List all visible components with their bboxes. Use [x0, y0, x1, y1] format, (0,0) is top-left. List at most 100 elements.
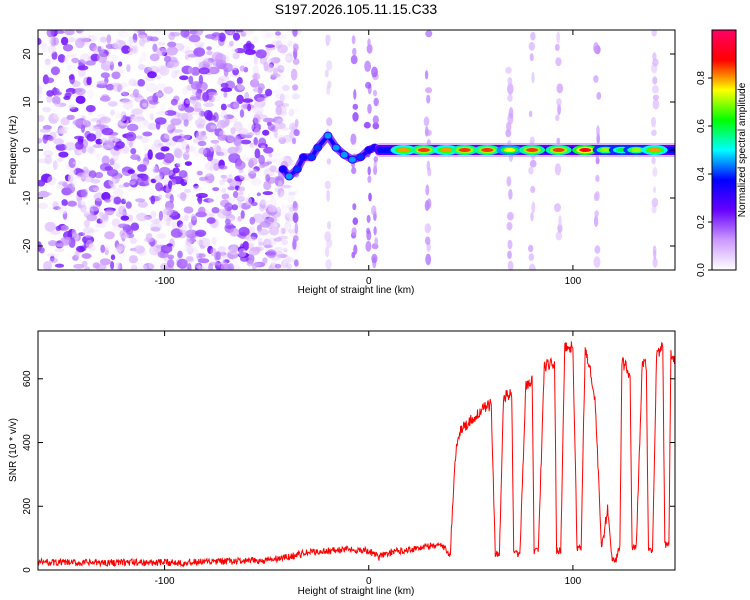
noise-blob [124, 116, 131, 120]
noise-blob [280, 200, 286, 209]
noise-blob [244, 91, 250, 101]
noise-blob [237, 186, 246, 192]
noise-blob [206, 217, 216, 224]
noise-blob [100, 60, 113, 71]
noise-blob [101, 191, 111, 201]
streak-mark [367, 166, 371, 176]
spectrogram-y-tick-label: 10 [22, 96, 33, 108]
noise-blob [238, 171, 246, 178]
noise-blob [117, 31, 129, 38]
streak-mark [530, 212, 534, 222]
noise-blob [140, 173, 149, 181]
noise-blob [110, 183, 116, 190]
noise-blob [169, 194, 174, 204]
noise-blob [74, 141, 84, 150]
ridge-point [339, 150, 349, 159]
colorbar-tick-label: 0.2 [696, 215, 707, 229]
noise-blob [38, 85, 43, 94]
noise-blob [238, 248, 247, 258]
ridge-point [278, 165, 288, 174]
noise-blob [56, 127, 66, 135]
streak-mark [425, 87, 433, 94]
streak-mark [294, 119, 299, 127]
noise-blob [73, 263, 85, 269]
noise-blob [227, 186, 235, 191]
noise-blob [239, 109, 245, 118]
noise-blob [164, 110, 177, 116]
noise-blob [82, 118, 88, 126]
noise-blob [200, 237, 211, 248]
noise-blob [154, 175, 162, 183]
noise-blob [214, 128, 224, 137]
noise-blob [273, 129, 278, 139]
noise-blob [109, 61, 114, 71]
noise-blob [142, 119, 149, 126]
noise-blob [113, 162, 120, 170]
streak-mark [365, 240, 372, 252]
noise-blob [233, 121, 243, 132]
noise-blob [121, 104, 133, 109]
noise-blob [271, 89, 284, 94]
noise-blob [211, 95, 222, 102]
noise-blob [274, 263, 282, 269]
noise-blob [160, 133, 170, 143]
noise-blob [111, 71, 121, 80]
noise-blob [163, 132, 173, 140]
streak-mark [507, 83, 514, 95]
peak-core [503, 148, 516, 152]
noise-blob [220, 264, 232, 270]
noise-blob [131, 108, 143, 115]
noise-blob [108, 177, 116, 187]
noise-blob [106, 34, 112, 44]
noise-blob [236, 77, 243, 85]
streak-mark [366, 227, 371, 235]
noise-blob [254, 148, 261, 159]
noise-blob [87, 88, 94, 100]
streak-mark [364, 60, 371, 72]
streak-mark [555, 57, 562, 67]
noise-blob [193, 150, 200, 157]
noise-blob [156, 47, 167, 57]
noise-blob [71, 180, 79, 188]
noise-blob [156, 111, 169, 116]
noise-blob [167, 254, 175, 260]
noise-blob [94, 223, 106, 228]
streak-mark [531, 201, 536, 214]
streak-mark [373, 156, 379, 163]
streak-mark [425, 30, 433, 38]
noise-blob [168, 180, 173, 190]
noise-blob [246, 259, 254, 267]
noise-blob [281, 227, 286, 235]
noise-blob [221, 193, 230, 200]
noise-blob [58, 181, 68, 186]
noise-blob [88, 229, 101, 233]
noise-blob [121, 45, 131, 54]
streak-mark [507, 94, 513, 102]
noise-blob [177, 250, 183, 259]
noise-blob [151, 143, 159, 152]
noise-blob [75, 95, 86, 105]
streak-mark [593, 256, 601, 268]
noise-blob [192, 246, 198, 255]
spectrogram-y-tick-label: -10 [22, 190, 33, 205]
noise-blob [204, 162, 214, 171]
colorbar-gradient [712, 30, 736, 270]
noise-blob [46, 252, 56, 258]
noise-blob [85, 239, 94, 249]
streak-mark [293, 129, 300, 137]
noise-blob [287, 39, 293, 47]
noise-blob [167, 41, 177, 48]
snr-plot-area [38, 341, 675, 568]
noise-blob [137, 79, 146, 87]
noise-blob [127, 214, 134, 222]
noise-blob [179, 216, 187, 222]
noise-blob [257, 83, 265, 91]
noise-blob [185, 99, 191, 105]
noise-blob [206, 50, 213, 56]
streak-mark [557, 103, 561, 116]
noise-blob [194, 30, 204, 36]
noise-blob [174, 69, 181, 74]
streak-mark [326, 158, 332, 165]
